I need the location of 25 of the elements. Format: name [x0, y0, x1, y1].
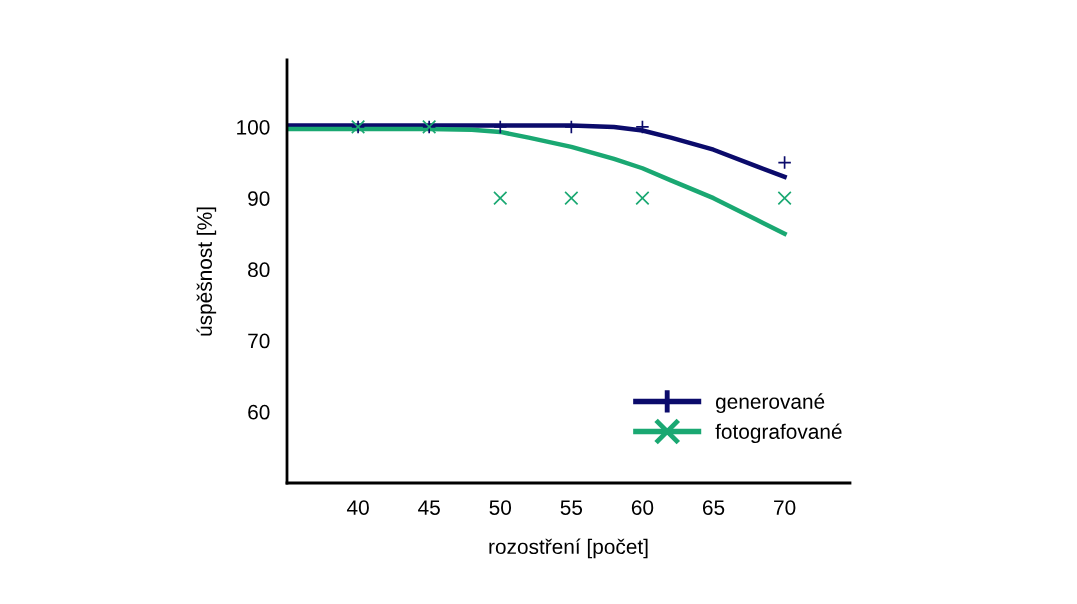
x-tick-label: 65	[702, 500, 725, 515]
point	[564, 119, 579, 135]
y-tick-label: 80	[248, 262, 270, 278]
x-axis-title: rozostření [počet]	[489, 538, 648, 559]
x-tick-label: 45	[418, 500, 440, 515]
x-tick-label: 40	[346, 500, 369, 515]
y-tick-label: 100	[237, 119, 270, 135]
x-tick-label: 60	[631, 500, 654, 515]
point	[777, 191, 792, 206]
y-tick-label: 60	[248, 404, 270, 420]
point	[635, 119, 650, 135]
point	[564, 191, 579, 206]
point	[777, 155, 792, 170]
x-tick-label: 70	[774, 500, 796, 515]
x-tick-label: 55	[560, 500, 583, 515]
y-tick-label: 90	[248, 191, 270, 206]
x-tick-label: 50	[489, 500, 512, 515]
line-series	[287, 123, 787, 180]
y-tick-label: 70	[248, 333, 270, 349]
point	[493, 119, 508, 135]
point	[493, 191, 508, 206]
point	[635, 191, 650, 206]
y-axis-title: úspěšnost [%]	[196, 207, 217, 336]
legend-label: fotografované	[715, 423, 842, 444]
legend-label: generované	[715, 393, 825, 414]
